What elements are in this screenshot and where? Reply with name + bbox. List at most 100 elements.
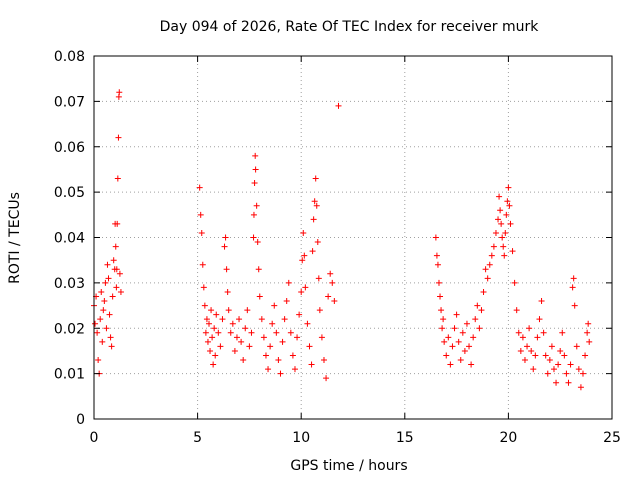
data-point (108, 343, 115, 350)
data-point (315, 275, 322, 282)
data-point (575, 366, 582, 373)
data-point (302, 284, 309, 291)
y-tick-label: 0.02 (54, 321, 85, 337)
data-point (484, 275, 491, 282)
data-point (114, 220, 121, 227)
data-point (472, 316, 479, 323)
data-point (323, 375, 330, 382)
data-point (557, 347, 564, 354)
data-point (501, 252, 508, 259)
data-point (262, 352, 269, 359)
data-point (498, 220, 505, 227)
data-point (210, 361, 217, 368)
data-point (453, 311, 460, 318)
data-point (92, 320, 99, 327)
data-point (482, 266, 489, 273)
y-tick-label: 0.03 (54, 276, 85, 292)
data-point (229, 320, 236, 327)
data-point (252, 166, 259, 173)
data-point (277, 370, 284, 377)
data-point (455, 338, 462, 345)
data-point (538, 298, 545, 305)
data-point (112, 243, 119, 250)
data-point (205, 320, 212, 327)
data-point (497, 207, 504, 214)
data-point (569, 284, 576, 291)
data-point (283, 298, 290, 305)
data-point (488, 252, 495, 259)
x-tick-label: 15 (396, 430, 414, 446)
data-points (91, 89, 593, 391)
data-point (199, 261, 206, 268)
data-point (506, 202, 513, 209)
data-point (476, 325, 483, 332)
data-point (200, 284, 207, 291)
data-point (260, 334, 267, 341)
data-point (553, 379, 560, 386)
data-point (287, 329, 294, 336)
grid-lines (94, 56, 612, 419)
y-tick-label: 0.01 (54, 367, 85, 383)
data-point (495, 216, 502, 223)
data-point (555, 361, 562, 368)
data-point (474, 302, 481, 309)
data-point (438, 307, 445, 314)
data-point (265, 366, 272, 373)
data-point (207, 347, 214, 354)
data-point (582, 352, 589, 359)
data-point (254, 239, 261, 246)
data-point (222, 234, 229, 241)
data-point (563, 370, 570, 377)
data-point (500, 243, 507, 250)
data-point (104, 261, 111, 268)
y-axis-label: ROTI / TECUs (7, 192, 23, 284)
data-point (565, 379, 572, 386)
data-point (544, 370, 551, 377)
data-point (517, 347, 524, 354)
data-point (236, 316, 243, 323)
data-point (196, 184, 203, 191)
data-point (435, 279, 442, 286)
data-point (221, 243, 228, 250)
data-point (308, 361, 315, 368)
data-point (116, 89, 123, 96)
data-point (267, 343, 274, 350)
data-point (101, 298, 108, 305)
data-point (296, 311, 303, 318)
data-point (309, 248, 316, 255)
data-point (325, 293, 332, 300)
data-point (197, 211, 204, 218)
data-point (542, 352, 549, 359)
data-point (246, 343, 253, 350)
data-point (233, 334, 240, 341)
data-point (201, 302, 208, 309)
data-point (314, 239, 321, 246)
data-point (466, 343, 473, 350)
data-point (231, 347, 238, 354)
data-point (251, 180, 258, 187)
data-point (540, 329, 547, 336)
data-point (316, 307, 323, 314)
y-tick-label: 0.06 (54, 140, 85, 156)
data-point (114, 175, 121, 182)
x-tick-label: 10 (292, 430, 310, 446)
data-point (573, 343, 580, 350)
data-point (526, 325, 533, 332)
data-point (478, 307, 485, 314)
data-point (432, 234, 439, 241)
data-point (250, 211, 257, 218)
data-point (203, 316, 210, 323)
data-point (502, 229, 509, 236)
data-point (433, 252, 440, 259)
data-point (117, 288, 124, 295)
data-point (252, 152, 259, 159)
data-point (103, 325, 110, 332)
data-point (312, 175, 319, 182)
data-point (534, 334, 541, 341)
data-point (584, 329, 591, 336)
data-point (281, 316, 288, 323)
x-axis-label: GPS time / hours (290, 458, 407, 474)
data-point (505, 184, 512, 191)
data-point (97, 316, 104, 323)
data-point (499, 234, 506, 241)
